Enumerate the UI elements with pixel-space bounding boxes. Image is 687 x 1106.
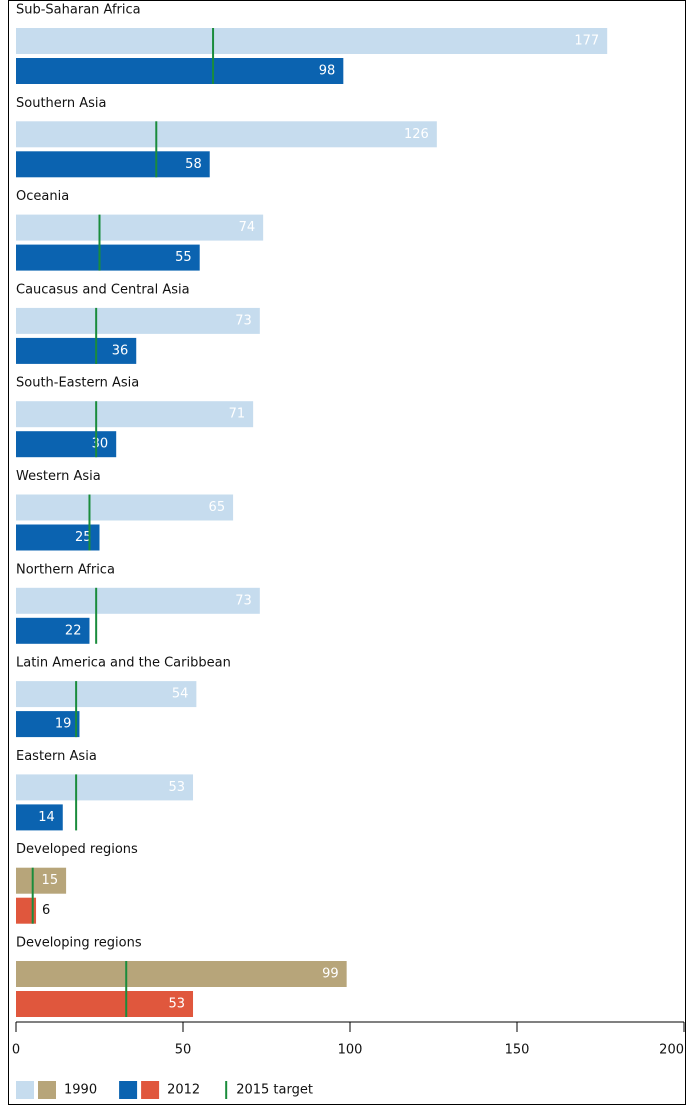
bar	[16, 587, 260, 614]
bar	[16, 28, 608, 54]
value-label: 30	[92, 437, 109, 452]
bar	[16, 524, 100, 551]
legend-label: 2012	[167, 1083, 200, 1098]
value-label: 58	[185, 157, 202, 172]
value-label: 73	[235, 593, 252, 608]
bar	[16, 337, 137, 364]
category-label: Caucasus and Central Asia	[16, 282, 190, 297]
value-label: 25	[75, 530, 92, 545]
bar	[16, 991, 194, 1017]
bar	[16, 897, 37, 924]
value-label: 54	[172, 687, 189, 702]
bar	[16, 121, 437, 148]
value-label: 22	[65, 623, 82, 638]
category-label: Northern Africa	[16, 562, 115, 577]
value-label: 14	[38, 810, 55, 825]
bar	[16, 58, 344, 84]
category-label: Western Asia	[16, 469, 101, 484]
value-label: 65	[209, 500, 226, 515]
legend-label: 1990	[64, 1083, 97, 1098]
bar	[16, 244, 200, 271]
x-tick-label: 200	[659, 1043, 684, 1058]
legend-swatch	[119, 1081, 138, 1099]
category-label: Developing regions	[16, 936, 142, 951]
x-tick-label: 150	[505, 1043, 530, 1058]
frame	[8, 0, 686, 1105]
value-label: 53	[168, 780, 185, 795]
bar	[16, 774, 194, 801]
bar	[16, 494, 234, 521]
legend-swatch	[16, 1081, 34, 1099]
bar	[16, 681, 197, 708]
value-label: 177	[574, 34, 599, 49]
bar	[16, 711, 80, 738]
bar	[16, 961, 347, 987]
value-label: 36	[112, 343, 129, 358]
legend-swatch	[38, 1081, 56, 1099]
value-label: 53	[168, 997, 185, 1012]
legend-label: 2015 target	[236, 1083, 313, 1098]
x-tick-label: 50	[175, 1043, 192, 1058]
value-label: 71	[229, 407, 246, 422]
category-label: South-Eastern Asia	[16, 376, 139, 391]
bar	[16, 214, 264, 241]
x-tick-label: 0	[12, 1043, 20, 1058]
bar	[16, 804, 63, 831]
bar	[16, 431, 117, 458]
category-label: Sub-Saharan Africa	[16, 3, 141, 18]
bar	[16, 617, 90, 644]
bar	[16, 401, 254, 428]
category-label: Oceania	[16, 189, 69, 204]
value-label: 19	[55, 717, 72, 732]
value-label: 74	[239, 220, 256, 235]
value-label: 55	[175, 250, 192, 265]
value-label: 73	[235, 313, 252, 328]
x-tick-label: 100	[338, 1043, 363, 1058]
category-label: Developed regions	[16, 842, 138, 857]
value-label: 126	[404, 127, 429, 142]
bar	[16, 307, 260, 334]
category-label: Southern Asia	[16, 96, 107, 111]
value-label: 98	[319, 64, 336, 79]
bar	[16, 151, 210, 178]
category-label: Eastern Asia	[16, 749, 97, 764]
bar	[16, 867, 67, 894]
legend-swatch	[141, 1081, 160, 1099]
value-label: 15	[42, 873, 59, 888]
value-label: 6	[42, 903, 50, 918]
value-label: 99	[322, 967, 339, 982]
category-label: Latin America and the Caribbean	[16, 656, 231, 671]
